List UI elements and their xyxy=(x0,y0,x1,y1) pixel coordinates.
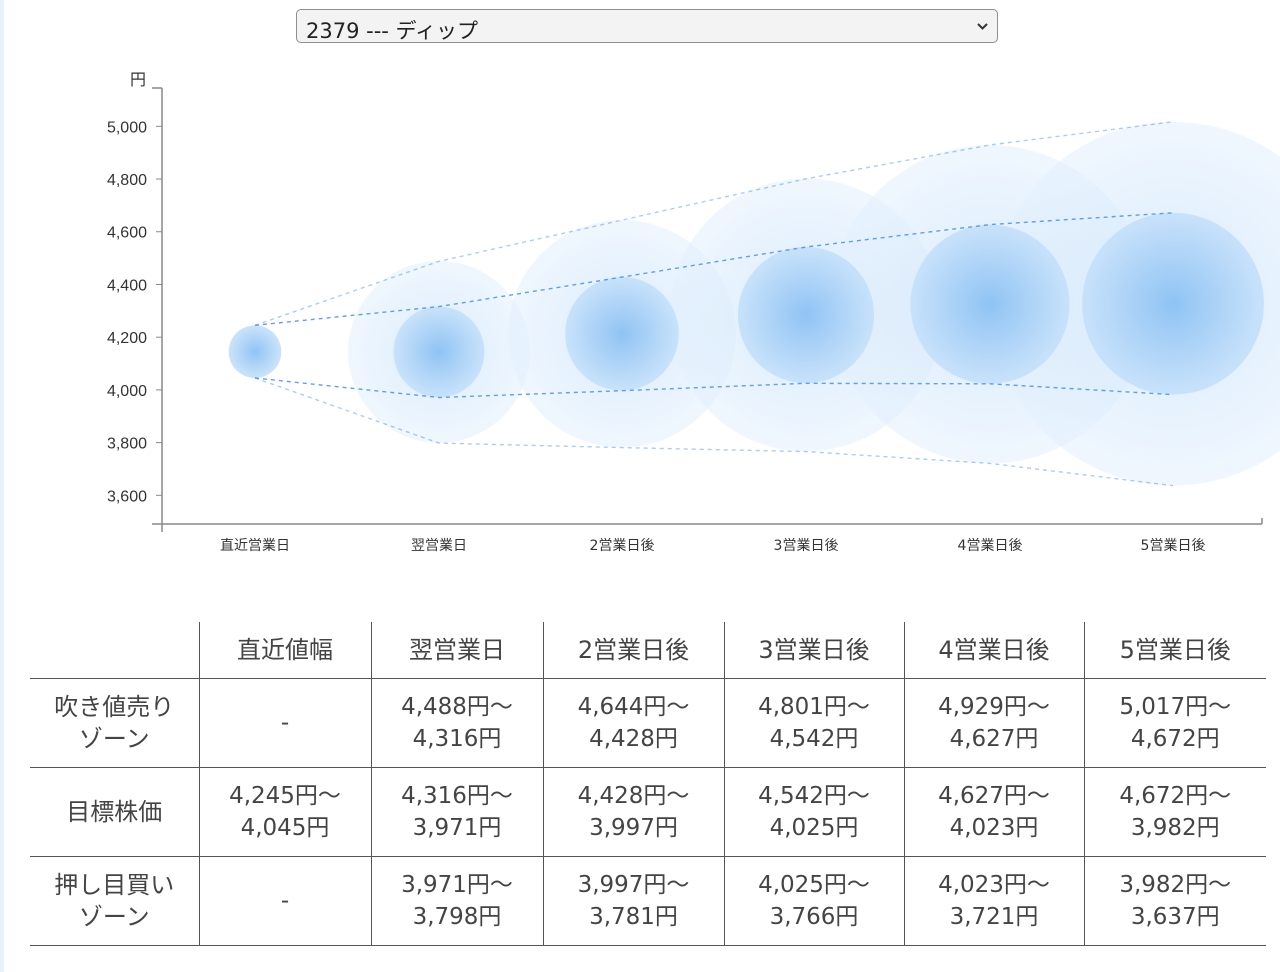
table-cell: 5,017円〜 4,672円 xyxy=(1083,678,1266,768)
inner-lower-dashed-line xyxy=(254,377,1174,399)
x-category-label: 4営業日後 xyxy=(958,538,1023,554)
y-tick-label: 4,400 xyxy=(107,277,147,294)
table-cell: 4,023円〜 3,721円 xyxy=(903,856,1085,946)
table-cell: - xyxy=(198,856,372,946)
y-tick-label: 5,000 xyxy=(107,119,147,136)
table-cell: 4,025円〜 3,766円 xyxy=(723,856,905,946)
table-cell: 3,971円〜 3,798円 xyxy=(370,856,544,946)
x-category-label: 翌営業日 xyxy=(411,538,467,554)
target-range-bubble xyxy=(565,276,679,391)
table-cell: 3,982円〜 3,637円 xyxy=(1083,856,1266,946)
header-day5: 5営業日後 xyxy=(1083,622,1266,679)
target-range-bubble xyxy=(737,246,875,384)
table-cell: 4,644円〜 4,428円 xyxy=(542,678,725,768)
header-recent-range: 直近値幅 xyxy=(198,622,372,679)
y-tick-label: 3,800 xyxy=(107,436,147,453)
table-cell: 4,672円〜 3,982円 xyxy=(1083,767,1266,857)
header-day2: 2営業日後 xyxy=(542,622,725,679)
table-row-buy-zone: 押し目買い ゾーン - 3,971円〜 3,798円 3,997円〜 3,781円 4… xyxy=(30,856,1266,946)
table-cell: 4,627円〜 4,023円 xyxy=(903,767,1085,857)
row-label-sell-zone: 吹き値売り ゾーン xyxy=(30,678,200,768)
x-category-label: 3営業日後 xyxy=(774,538,839,554)
table-row-sell-zone: 吹き値売り ゾーン - 4,488円〜 4,316円 4,644円〜 4,428円 4… xyxy=(30,678,1266,768)
inner-upper-dashed-line xyxy=(254,212,1174,326)
forecast-chart: 円 3,600 3,800 4,000 4,200 4,400 4,600 4,800 5,00… xyxy=(107,72,1280,554)
x-category-label: 5営業日後 xyxy=(1141,538,1206,554)
header-empty xyxy=(30,622,200,679)
x-category-label: 2営業日後 xyxy=(590,538,655,554)
table-header-row: 直近値幅 翌営業日 2営業日後 3営業日後 4営業日後 5営業日後 xyxy=(30,622,1266,679)
y-tick-label: 4,800 xyxy=(107,172,147,189)
stock-select[interactable]: 2379 --- ディップ xyxy=(296,9,998,43)
y-tick-label: 4,000 xyxy=(107,383,147,400)
x-category-label: 直近営業日 xyxy=(220,537,290,554)
outer-lower-dashed-line xyxy=(254,377,1174,487)
header-day4: 4営業日後 xyxy=(903,622,1085,679)
header-day1: 翌営業日 xyxy=(370,622,544,679)
table-cell: 4,488円〜 4,316円 xyxy=(370,678,544,768)
row-label-buy-zone: 押し目買い ゾーン xyxy=(30,856,200,946)
table-cell: - xyxy=(198,678,372,768)
table-cell: 4,801円〜 4,542円 xyxy=(723,678,905,768)
page-left-edge xyxy=(0,0,4,972)
target-range-bubble xyxy=(910,224,1070,384)
target-range-bubble xyxy=(393,306,485,398)
target-range-bubble xyxy=(228,325,282,379)
stock-select-value: 2379 --- ディップ xyxy=(306,19,479,43)
table-cell: 4,542円〜 4,025円 xyxy=(723,767,905,857)
header-day3: 3営業日後 xyxy=(723,622,905,679)
table-row-target-price: 目標株価 4,245円〜 4,045円 4,316円〜 3,971円 4,428円〜… xyxy=(30,767,1266,857)
y-axis-unit-label: 円 xyxy=(130,72,146,89)
chevron-down-icon xyxy=(977,23,988,30)
y-tick-label: 3,600 xyxy=(107,488,147,505)
table-cell: 4,428円〜 3,997円 xyxy=(542,767,725,857)
outer-upper-dashed-line xyxy=(254,121,1174,326)
row-label-target-price: 目標株価 xyxy=(30,767,200,857)
y-tick-label: 4,600 xyxy=(107,225,147,242)
forecast-table: 直近値幅 翌営業日 2営業日後 3営業日後 4営業日後 5営業日後 吹き値売りゾ… xyxy=(30,622,1266,946)
y-tick-label: 4,200 xyxy=(107,330,147,347)
target-range-bubble xyxy=(1082,212,1264,395)
table-cell: 4,245円〜 4,045円 xyxy=(198,767,372,857)
table-cell: 4,929円〜 4,627円 xyxy=(903,678,1085,768)
table-cell: 4,316円〜 3,971円 xyxy=(370,767,544,857)
table-cell: 3,997円〜 3,781円 xyxy=(542,856,725,946)
